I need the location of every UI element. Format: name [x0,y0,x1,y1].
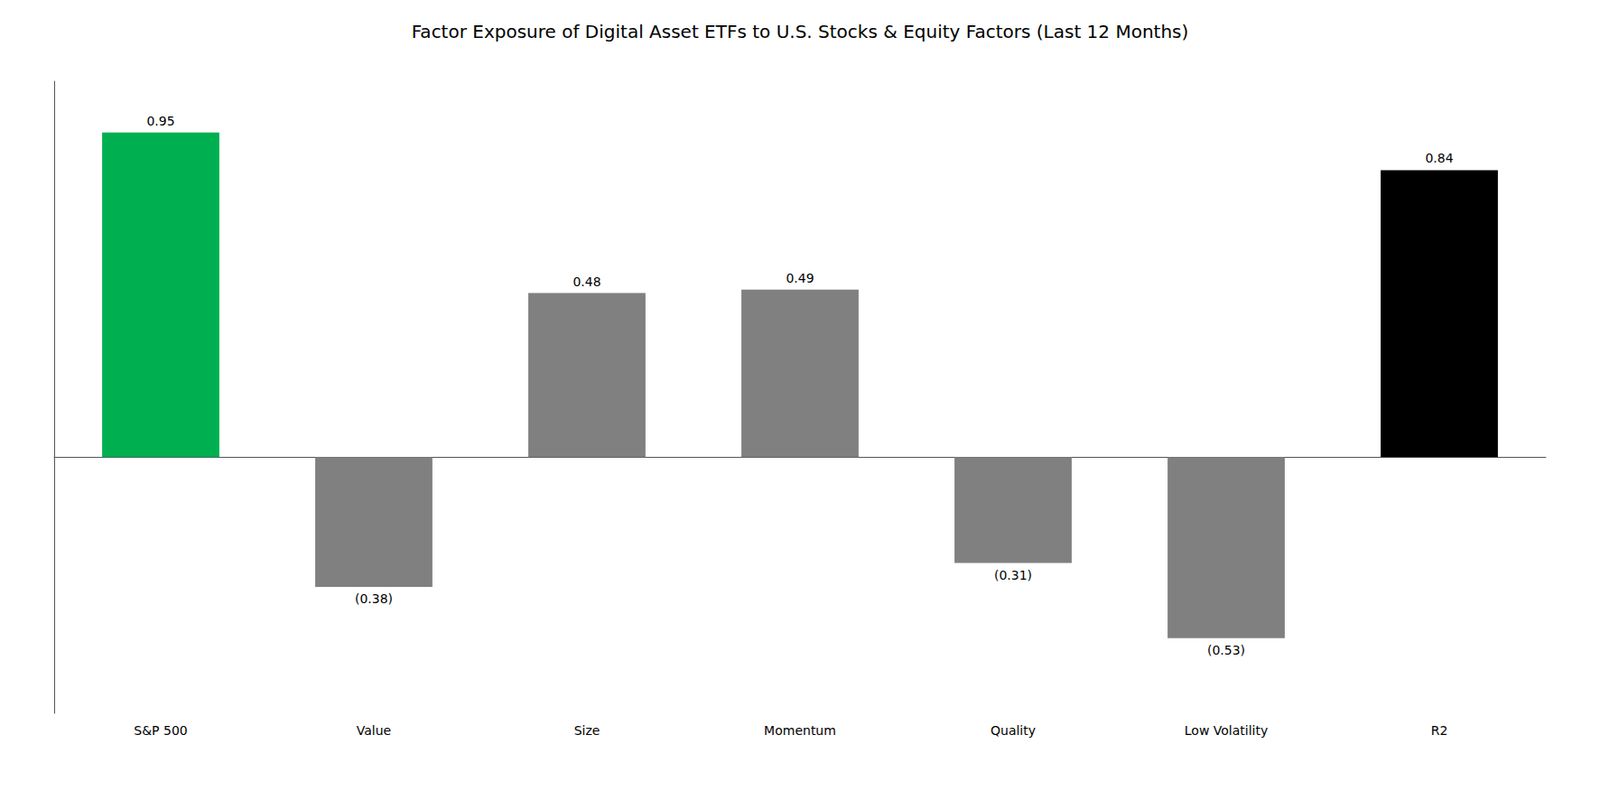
svg-text:Factor Exposure of Digital Ass: Factor Exposure of Digital Asset ETFs to… [411,20,1190,43]
svg-text:0.84: 0.84 [1424,150,1453,166]
svg-text:Low Volatility: Low Volatility [1184,723,1268,738]
svg-text:(0.53): (0.53) [1207,642,1246,658]
svg-text:0.48: 0.48 [572,274,601,289]
svg-text:Quality: Quality [990,723,1036,738]
svg-text:0.95: 0.95 [146,113,175,129]
svg-text:Size: Size [574,723,601,738]
svg-text:0.49: 0.49 [785,270,814,286]
svg-text:R2: R2 [1431,723,1449,738]
svg-text:(0.38): (0.38) [354,591,393,606]
svg-text:S&P 500: S&P 500 [133,723,187,738]
svg-text:Value: Value [356,723,391,738]
svg-text:(0.31): (0.31) [994,567,1033,583]
svg-text:Momentum: Momentum [763,723,837,738]
